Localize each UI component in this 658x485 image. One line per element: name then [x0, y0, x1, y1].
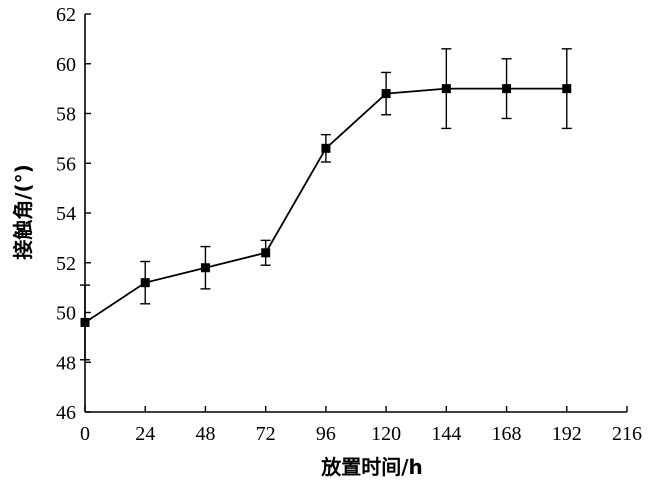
x-tick-label: 120 [371, 423, 401, 445]
data-point [140, 278, 150, 288]
x-tick-label: 0 [80, 423, 90, 445]
axes: 0 24 48 72 96 120 144 168 192 216 46 48 50 52 54 56 58 60… [56, 4, 642, 445]
x-tick-label: 72 [256, 423, 276, 445]
x-tick-label: 192 [552, 423, 582, 445]
data-point [562, 84, 572, 94]
data-markers [80, 84, 572, 327]
data-point [200, 263, 210, 273]
data-point [441, 84, 451, 94]
data-point [502, 84, 512, 94]
x-tick-label: 24 [135, 423, 155, 445]
y-tick-label: 56 [56, 153, 76, 175]
data-point [261, 248, 271, 258]
error-bars [80, 48, 572, 361]
x-axis-title: 放置时间/h [320, 455, 423, 479]
data-point [381, 89, 391, 99]
x-tick-label: 216 [612, 423, 642, 445]
x-tick-label: 168 [492, 423, 522, 445]
y-tick-label: 48 [56, 352, 76, 374]
y-tick-label: 60 [56, 54, 76, 76]
data-point [321, 143, 331, 153]
x-tick-label: 96 [316, 423, 336, 445]
data-point [80, 317, 90, 327]
y-tick-label: 52 [56, 253, 76, 275]
y-tick-label: 62 [56, 4, 76, 26]
y-axis-title: 接触角/(°) [11, 164, 35, 260]
y-tick-label: 46 [56, 402, 76, 424]
series-line [84, 87, 567, 324]
y-tick-label: 58 [56, 104, 76, 126]
x-tick-label: 48 [195, 423, 215, 445]
y-tick-label: 54 [56, 203, 76, 225]
y-tick-label: 50 [56, 303, 76, 325]
series-lines [84, 87, 567, 324]
x-tick-label: 144 [431, 423, 461, 445]
